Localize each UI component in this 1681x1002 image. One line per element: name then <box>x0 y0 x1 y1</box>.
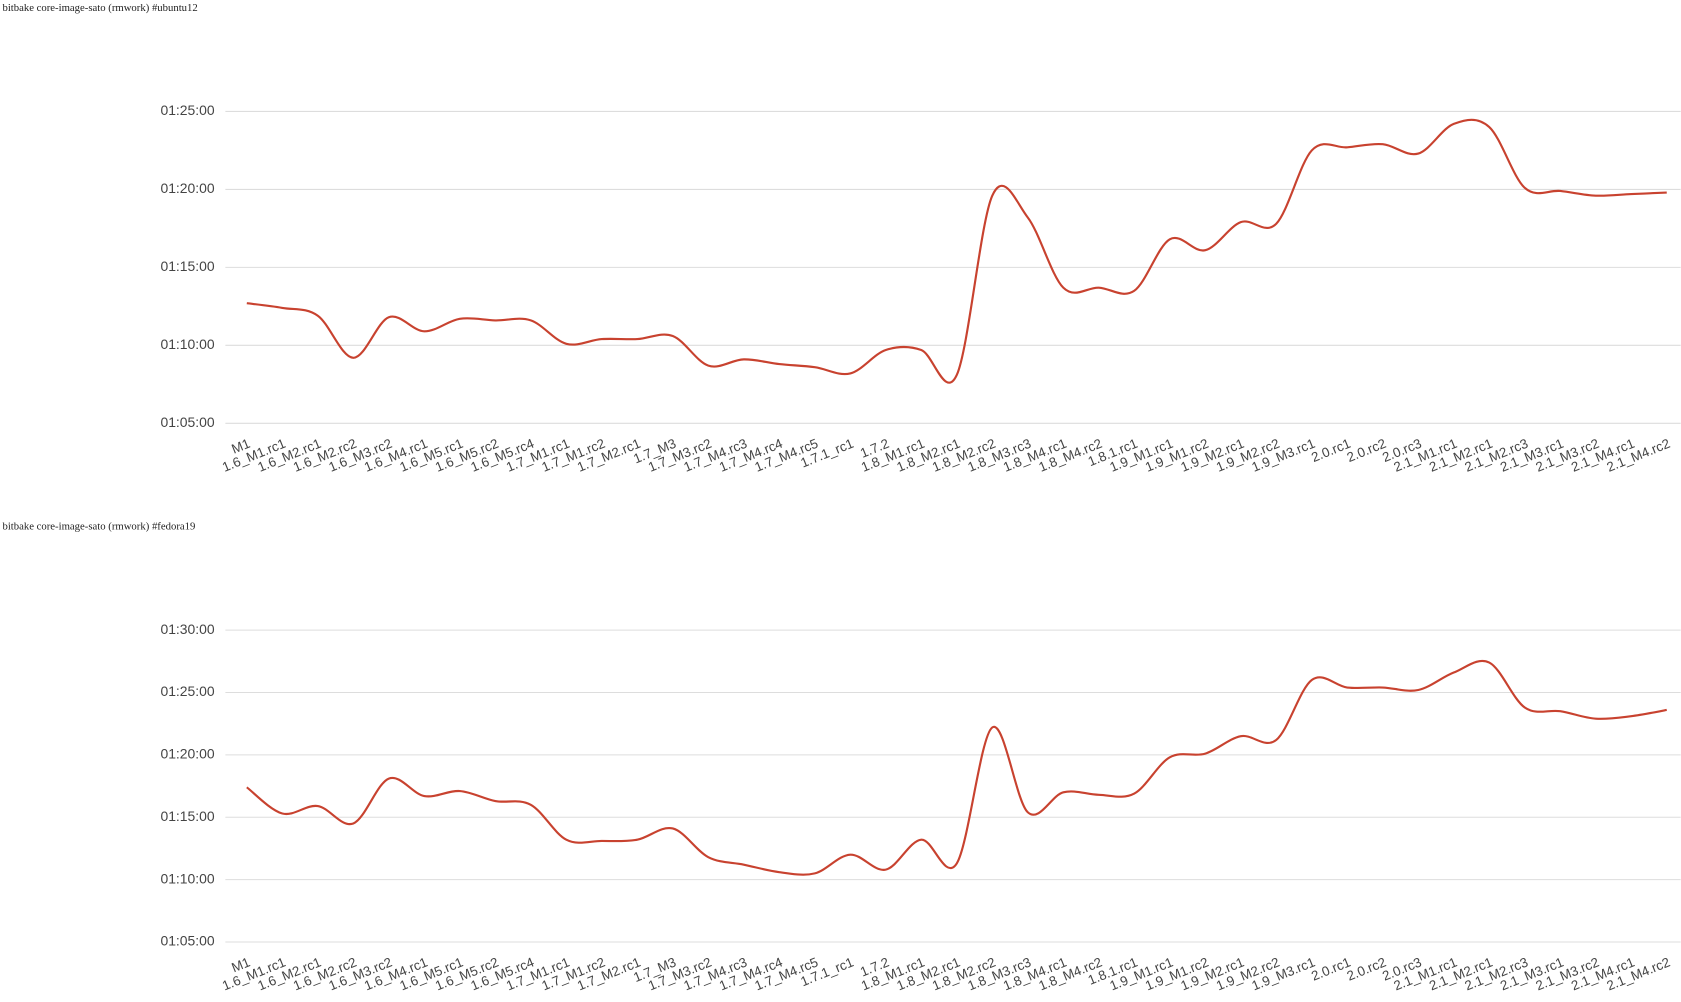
x-tick-label: M1 <box>229 436 252 457</box>
data-line <box>246 659 1667 876</box>
y-tick-label: 01:25:00 <box>160 102 214 118</box>
y-tick-label: 01:10:00 <box>160 870 214 886</box>
y-tick-label: 01:05:00 <box>160 933 214 949</box>
y-tick-label: 01:20:00 <box>160 180 214 196</box>
y-tick-label: 01:15:00 <box>160 258 214 274</box>
y-tick-label: 01:15:00 <box>160 808 214 824</box>
y-tick-label: 01:10:00 <box>160 336 214 352</box>
y-tick-label: 01:30:00 <box>160 621 214 637</box>
chart-title: bitbake core-image-sato (rmwork) #fedora… <box>2 521 195 533</box>
chart-title: bitbake core-image-sato (rmwork) #ubuntu… <box>2 2 197 14</box>
y-tick-label: 01:25:00 <box>160 683 214 699</box>
y-tick-label: 01:05:00 <box>160 414 214 430</box>
x-tick-label: M1 <box>229 954 252 975</box>
y-tick-label: 01:20:00 <box>160 746 214 762</box>
data-line <box>246 118 1667 384</box>
